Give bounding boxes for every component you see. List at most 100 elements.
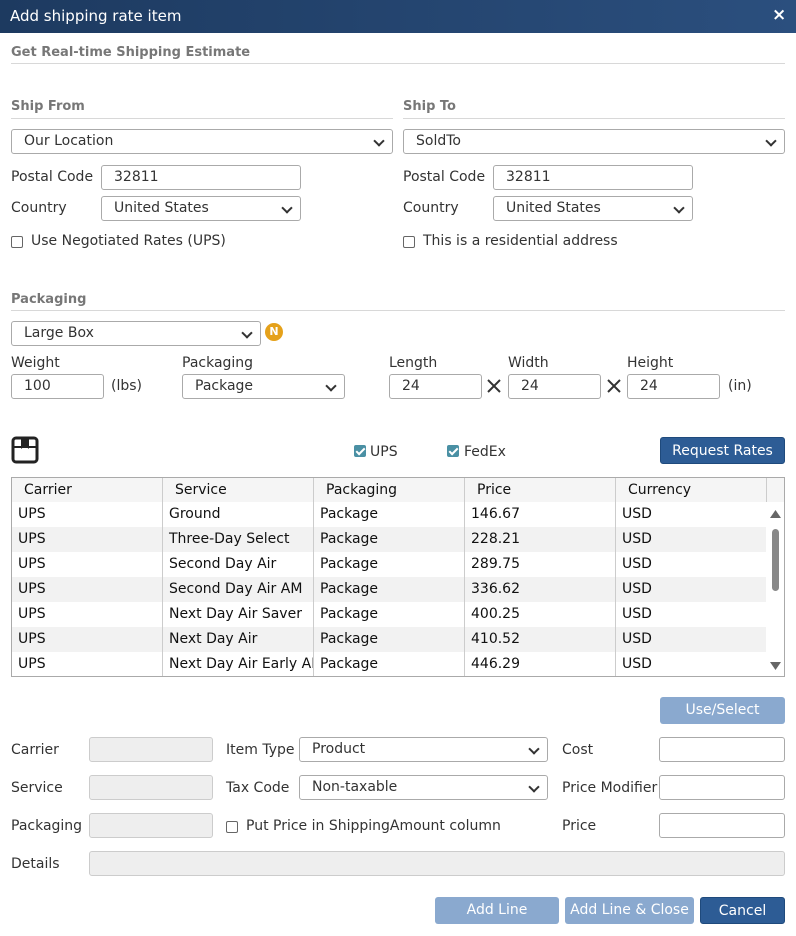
checkbox-label: FedEx — [464, 444, 506, 460]
input[interactable] — [89, 737, 213, 762]
divider — [403, 118, 785, 119]
input[interactable]: 32811 — [101, 165, 301, 190]
table-cell: USD — [622, 631, 652, 647]
checkbox[interactable] — [226, 821, 238, 833]
input[interactable] — [89, 775, 213, 800]
table-row[interactable]: USD 228.21 Package Three-Day Select UPS — [12, 527, 766, 552]
select[interactable]: United States — [493, 196, 693, 221]
scroll-up[interactable] — [770, 510, 781, 518]
input[interactable]: 100 — [11, 374, 104, 399]
add-line-close-button[interactable]: Add Line & Close — [565, 897, 694, 924]
checkbox[interactable] — [354, 445, 366, 457]
table-cell: Package — [314, 502, 465, 527]
unit: (lbs) — [111, 378, 142, 394]
dialog-title: Add shipping rate item — [10, 7, 182, 25]
table-row[interactable]: USD 446.29 Package Next Day Air Early AM UPS — [12, 652, 766, 676]
label: Width — [508, 355, 549, 371]
input[interactable]: 32811 — [493, 165, 693, 190]
table-cell: UPS — [12, 652, 163, 676]
table-cell: Next Day Air Early AM — [163, 652, 314, 676]
rates-table: Currency Price Packaging Service Carrier USD 4… — [11, 477, 785, 677]
table-cell: UPS — [12, 602, 163, 627]
header: Add shipping rate item × — [0, 0, 796, 33]
column-header: Currency — [616, 478, 767, 502]
close-button[interactable]: × — [772, 5, 787, 25]
badge: N — [265, 323, 283, 341]
section-title: Ship To — [403, 99, 456, 114]
table-row[interactable]: USD 410.52 Package Next Day Air UPS — [12, 627, 766, 652]
column-header: Packaging — [314, 478, 465, 502]
table-row[interactable]: USD 400.25 Package Next Day Air Saver UPS — [12, 602, 766, 627]
table-row[interactable]: USD 289.75 Package Second Day Air UPS — [12, 552, 766, 577]
input[interactable] — [89, 813, 213, 838]
label: Country — [403, 200, 459, 216]
label: Price — [562, 818, 597, 834]
table-cell: UPS — [12, 552, 163, 577]
table-row[interactable]: USD 336.62 Package Second Day Air AM UPS — [12, 577, 766, 602]
checkbox-label: This is a residential address — [423, 233, 618, 249]
section-title: Get Real-time Shipping Estimate — [11, 45, 251, 60]
table-cell: 410.52 — [465, 627, 616, 652]
box-icon — [11, 436, 39, 464]
table-cell: 336.62 — [465, 577, 616, 602]
add-line-button[interactable]: Add Line — [435, 897, 559, 924]
label: Postal Code — [403, 169, 486, 185]
table-cell: 446.29 — [465, 652, 616, 676]
select[interactable]: SoldTo — [403, 129, 785, 154]
divider — [11, 63, 785, 64]
input[interactable] — [89, 851, 785, 876]
section-title: Ship From — [11, 99, 85, 114]
table-row[interactable]: USD 146.67 Package Ground UPS — [12, 502, 766, 527]
divider — [11, 310, 785, 311]
request-rates-button[interactable]: Request Rates — [660, 437, 785, 464]
table-cell: UPS — [12, 502, 163, 527]
select[interactable]: Non-taxable — [299, 775, 548, 800]
table-cell: Package — [314, 552, 465, 577]
input[interactable] — [659, 775, 785, 800]
table-cell: Second Day Air AM — [163, 577, 314, 602]
table-cell: Three-Day Select — [163, 527, 314, 552]
label: Details — [11, 856, 60, 872]
table-cell: 146.67 — [465, 502, 616, 527]
table-cell: 228.21 — [465, 527, 616, 552]
select[interactable]: Package — [182, 374, 345, 399]
scroll-down[interactable] — [770, 662, 781, 670]
label: Weight — [11, 355, 60, 371]
table-cell: Next Day Air Saver — [163, 602, 314, 627]
table-cell: 400.25 — [465, 602, 616, 627]
checkbox[interactable] — [11, 236, 23, 248]
table-cell: USD — [622, 556, 652, 572]
checkbox[interactable] — [447, 445, 459, 457]
table-cell: USD — [622, 506, 652, 522]
select[interactable]: Large Box — [11, 321, 261, 346]
table-cell: 289.75 — [465, 552, 616, 577]
use-select-button[interactable]: Use/Select — [660, 697, 785, 724]
input[interactable]: 24 — [389, 374, 482, 399]
select[interactable]: United States — [101, 196, 301, 221]
select[interactable]: Product — [299, 737, 548, 762]
unit: (in) — [728, 378, 752, 394]
input[interactable] — [659, 813, 785, 838]
table-cell: UPS — [12, 527, 163, 552]
times-icon — [487, 379, 501, 393]
label: Cost — [562, 742, 594, 758]
label: Packaging — [11, 818, 83, 834]
input[interactable] — [659, 737, 785, 762]
table-cell: UPS — [12, 627, 163, 652]
scrollbar[interactable] — [766, 502, 784, 676]
checkbox[interactable] — [403, 236, 415, 248]
scroll-thumb[interactable] — [772, 529, 779, 591]
input[interactable]: 24 — [508, 374, 601, 399]
column-header: Carrier — [12, 478, 163, 502]
label: Postal Code — [11, 169, 94, 185]
times-icon — [607, 379, 621, 393]
select[interactable]: Our Location — [11, 129, 393, 154]
table-cell: Next Day Air — [163, 627, 314, 652]
table-cell: Package — [314, 527, 465, 552]
cancel-button[interactable]: Cancel — [700, 897, 785, 924]
table-cell: Ground — [163, 502, 314, 527]
input[interactable]: 24 — [627, 374, 720, 399]
table-cell: Package — [314, 627, 465, 652]
checkbox-label: Use Negotiated Rates (UPS) — [31, 233, 226, 249]
